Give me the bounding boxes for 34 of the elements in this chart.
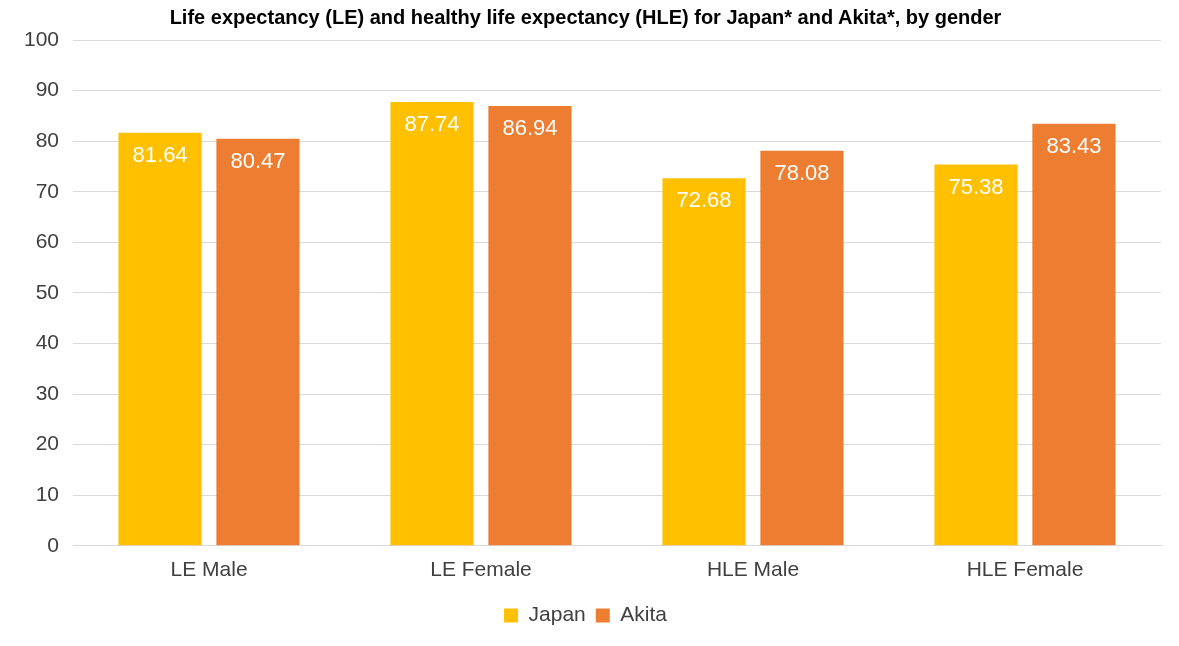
y-tick-label: 40 (35, 330, 60, 354)
bar (390, 102, 474, 546)
x-tick-label: HLE Male (706, 557, 800, 581)
x-tick-label: LE Male (170, 557, 248, 581)
bar (760, 150, 844, 546)
y-tick-label: 70 (35, 178, 60, 202)
legend-label: Akita (620, 602, 668, 626)
x-tick-label: LE Female (430, 557, 532, 581)
data-label: 72.68 (676, 187, 732, 213)
data-label: 86.94 (502, 115, 558, 141)
y-tick-label: 90 (35, 77, 60, 101)
legend-label: Japan (528, 602, 586, 626)
data-label: 75.38 (948, 173, 1004, 199)
bar (662, 178, 746, 546)
data-label: 83.43 (1046, 132, 1102, 158)
y-tick-label: 80 (35, 127, 60, 151)
y-tick-label: 50 (35, 279, 60, 303)
y-tick-label: 100 (23, 26, 60, 50)
y-tick-label: 30 (35, 380, 60, 404)
bar (1032, 123, 1116, 546)
bar (934, 164, 1018, 546)
bar (488, 106, 572, 546)
x-tick-label: HLE Female (966, 557, 1084, 581)
y-tick-label: 20 (35, 431, 60, 455)
data-label: 78.08 (774, 159, 830, 185)
y-tick-label: 10 (35, 482, 60, 506)
y-tick-label: 60 (35, 229, 60, 253)
bar (118, 132, 202, 546)
y-tick-label: 0 (47, 532, 60, 556)
data-label: 87.74 (404, 111, 460, 137)
data-label: 81.64 (132, 141, 188, 167)
bar (216, 138, 300, 546)
chart-title: Life expectancy (LE) and healthy life expectancy (HLE) for Japan* and Akita*, by gender (169, 5, 1002, 28)
data-label: 80.47 (230, 147, 286, 173)
